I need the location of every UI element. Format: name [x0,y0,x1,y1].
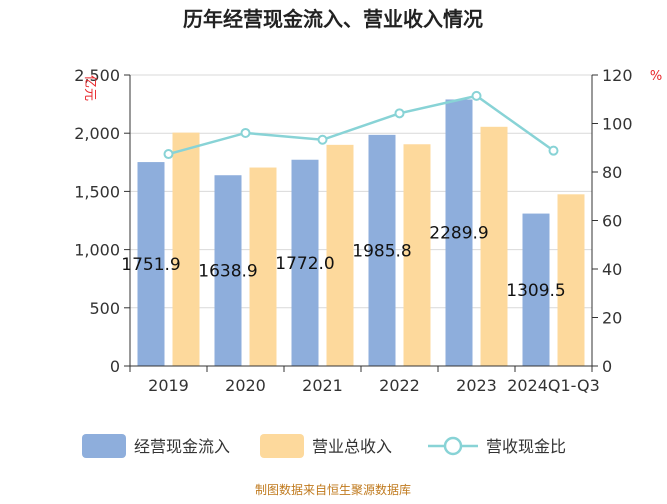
y-left-tick-label: 1,000 [74,241,120,260]
ratio-line [168,94,555,156]
x-tick-label: 2019 [148,376,189,395]
bar-cash-inflow [522,213,550,366]
x-tick-label: 2023 [456,376,497,395]
bar-revenue [403,144,431,366]
bar-revenue [326,144,354,366]
x-tick-label: 2020 [225,376,266,395]
bar-revenue [172,132,200,366]
legend-marker-ratio [443,436,463,456]
y-left-unit-label: 亿元 [82,75,97,101]
bar-cash-inflow [137,162,165,366]
y-left-tick-label: 2,500 [74,66,120,85]
x-tick-label: 2022 [379,376,420,395]
data-label-cash-inflow: 1751.9 [121,255,180,275]
ratio-line-group [163,90,559,160]
y-left-tick-label: 0 [110,357,120,376]
data-label-cash-inflow: 1638.9 [198,262,257,282]
y-left-tick-label: 500 [89,299,120,318]
legend-swatch-cash-inflow [82,434,126,458]
ratio-point [317,134,328,145]
bars-group [137,99,585,367]
data-label-cash-inflow: 2289.9 [429,224,488,244]
ratio-point [471,90,482,101]
legend-label-revenue: 营业总收入 [312,437,392,456]
y-right-tick-label: 120 [602,66,633,85]
y-right-tick-label: 40 [602,260,622,279]
ratio-point [548,145,559,156]
legend-swatch-revenue [260,434,304,458]
y-left-tick-label: 2,000 [74,124,120,143]
y-right-tick-label: 80 [602,163,622,182]
y-right-unit-label: % [650,69,662,84]
legend: 经营现金流入 营业总收入 营收现金比 [82,434,566,458]
bar-cash-inflow [368,134,396,366]
y-left-tick-label: 1,500 [74,182,120,201]
x-tick-label: 2024Q1-Q3 [507,376,600,395]
bar-revenue [480,126,508,366]
ratio-point [163,149,174,160]
data-labels-group: 1751.9 1638.9 1772.0 1985.8 2289.9 1309.5 [121,224,565,301]
bar-revenue [249,167,277,366]
y-right-tick-label: 20 [602,309,622,328]
legend-label-ratio: 营收现金比 [486,437,566,456]
ratio-point [240,127,251,138]
data-label-cash-inflow: 1772.0 [275,254,334,274]
gridlines [130,74,592,309]
y-right-tick-label: 0 [602,357,612,376]
y-right-tick-label: 60 [602,212,622,231]
y-right-tick-label: 100 [602,115,633,134]
bar-cash-inflow [214,175,242,366]
data-label-cash-inflow: 1985.8 [352,241,411,261]
axes-group: 0 500 1,000 1,500 2,000 2,500 0 20 40 60 80 100 120 2… [74,66,632,395]
bar-cash-inflow [291,159,319,366]
bar-cash-inflow [445,99,473,367]
chart-title: 历年经营现金流入、营业收入情况 [183,7,483,31]
data-label-cash-inflow: 1309.5 [506,281,565,301]
x-tick-label: 2021 [302,376,343,395]
legend-label-cash-inflow: 经营现金流入 [134,437,230,456]
ratio-point [394,108,405,119]
source-note: 制图数据来自恒生聚源数据库 [255,482,411,497]
bar-revenue [557,194,585,366]
